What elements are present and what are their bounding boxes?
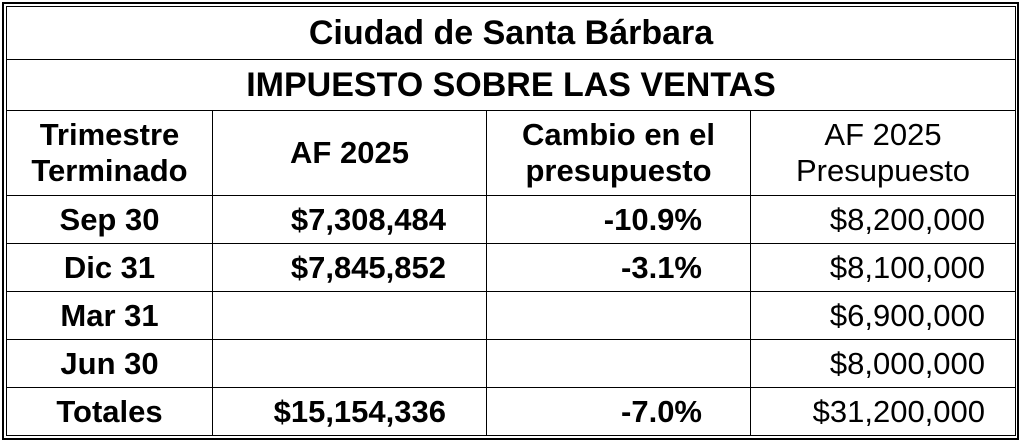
header-af-2025-budget-line2: Presupuesto (795, 153, 971, 188)
table-row: Dic 31 $7,845,852 -3.1% $8,100,000 (6, 243, 1017, 292)
change-cell: -3.1% (486, 243, 751, 292)
header-af-2025-line1: AF 2025 (290, 135, 409, 170)
header-af-2025: AF 2025 (212, 110, 487, 196)
budget-cell: $8,000,000 (749, 339, 1017, 388)
header-af-2025-budget-line1: AF 2025 (824, 117, 942, 152)
quarter-cell: Jun 30 (6, 339, 213, 388)
header-quarter: Trimestre Terminado (6, 110, 213, 196)
quarter-cell: Dic 31 (6, 243, 213, 292)
table-row: Mar 31 $6,900,000 (6, 291, 1017, 340)
totals-af: $15,154,336 (212, 387, 487, 436)
totals-row: Totales $15,154,336 -7.0% $31,200,000 (6, 387, 1017, 436)
budget-cell: $8,100,000 (749, 243, 1017, 292)
af-cell: $7,845,852 (212, 243, 487, 292)
table-title: Ciudad de Santa Bárbara (5, 6, 1017, 60)
quarter-cell: Mar 31 (6, 291, 213, 340)
af-cell (212, 291, 487, 340)
table-subtitle: IMPUESTO SOBRE LAS VENTAS (5, 59, 1017, 111)
change-cell (486, 291, 751, 340)
header-budget-change: Cambio en el presupuesto (486, 110, 751, 196)
sales-tax-table: Ciudad de Santa Bárbara IMPUESTO SOBRE L… (5, 6, 1017, 436)
budget-cell: $6,900,000 (749, 291, 1017, 340)
header-quarter-line2: Terminado (31, 153, 188, 188)
table-row: Sep 30 $7,308,484 -10.9% $8,200,000 (6, 195, 1017, 244)
change-cell (486, 339, 751, 388)
header-af-2025-budget: AF 2025 Presupuesto (749, 110, 1017, 196)
totals-change: -7.0% (486, 387, 751, 436)
totals-label: Totales (6, 387, 213, 436)
change-cell: -10.9% (486, 195, 751, 244)
af-cell (212, 339, 487, 388)
header-budget-change-line2: presupuesto (525, 153, 712, 188)
budget-cell: $8,200,000 (749, 195, 1017, 244)
header-budget-change-line1: Cambio en el (522, 117, 715, 152)
totals-budget: $31,200,000 (749, 387, 1017, 436)
quarter-cell: Sep 30 (6, 195, 213, 244)
af-cell: $7,308,484 (212, 195, 487, 244)
header-quarter-line1: Trimestre (39, 117, 180, 152)
table-row: Jun 30 $8,000,000 (6, 339, 1017, 388)
